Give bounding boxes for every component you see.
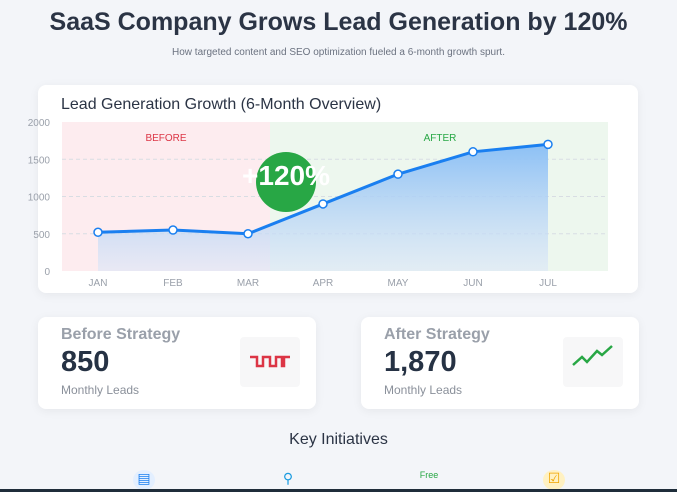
y-tick-label: 1000 [28, 193, 51, 204]
chart-card: Lead Generation Growth (6-Month Overview… [28, 85, 638, 293]
search-icon: ⚲ [282, 470, 294, 486]
y-tick-label: 2000 [28, 118, 51, 129]
data-point [168, 225, 178, 235]
growth-badge-text: +120% [242, 160, 330, 191]
y-tick-label: 0 [44, 267, 50, 278]
region-label-after: AFTER [424, 133, 457, 144]
x-tick-label: MAY [388, 278, 409, 289]
x-tick-label: JAN [89, 278, 108, 289]
stat-value: 1,870 [384, 346, 457, 378]
bottom-bar [0, 489, 677, 492]
stat-sub: Monthly Leads [61, 383, 140, 397]
checkbox-icon: ☑ [543, 470, 565, 490]
data-point [243, 229, 253, 239]
free-label: Free [419, 470, 439, 480]
free-badge-icon: Free [416, 470, 442, 490]
data-point [93, 227, 103, 238]
page-title: SaaS Company Grows Lead Generation by 12… [49, 8, 628, 36]
document-icon: ▤ [133, 470, 155, 490]
stat-label: After Strategy [384, 326, 490, 343]
x-tick-label: JUN [463, 278, 482, 289]
x-tick-label: MAR [237, 278, 259, 289]
y-tick-label: 1500 [28, 155, 51, 166]
stat-value: 850 [61, 346, 110, 378]
x-tick-label: APR [313, 278, 334, 289]
x-tick-label: JUL [539, 278, 557, 289]
region-label-before: BEFORE [145, 133, 186, 144]
before-stat-card: Before Strategy 850 Monthly Leads [38, 317, 316, 409]
growth-badge [256, 152, 316, 212]
trend-up-icon [563, 337, 623, 387]
data-point [318, 199, 328, 209]
data-point [468, 147, 478, 157]
data-point [543, 139, 553, 150]
stat-sub: Monthly Leads [384, 383, 463, 397]
flat-wave-icon [240, 337, 300, 387]
data-point [393, 169, 403, 179]
chart-svg: 0 500 1000 1500 2000 BEFORE AFTER JAN FEB MAR APR M… [28, 118, 608, 289]
x-tick-label: FEB [163, 278, 183, 289]
chart-title: Lead Generation Growth (6-Month Overview… [61, 96, 382, 113]
stat-label: Before Strategy [61, 326, 181, 343]
after-stat-card: After Strategy 1,870 Monthly Leads [361, 317, 639, 409]
page-subtitle: How targeted content and SEO optimizatio… [172, 47, 505, 58]
y-tick-label: 500 [33, 230, 50, 241]
key-initiatives-heading: Key Initiatives [289, 431, 388, 448]
